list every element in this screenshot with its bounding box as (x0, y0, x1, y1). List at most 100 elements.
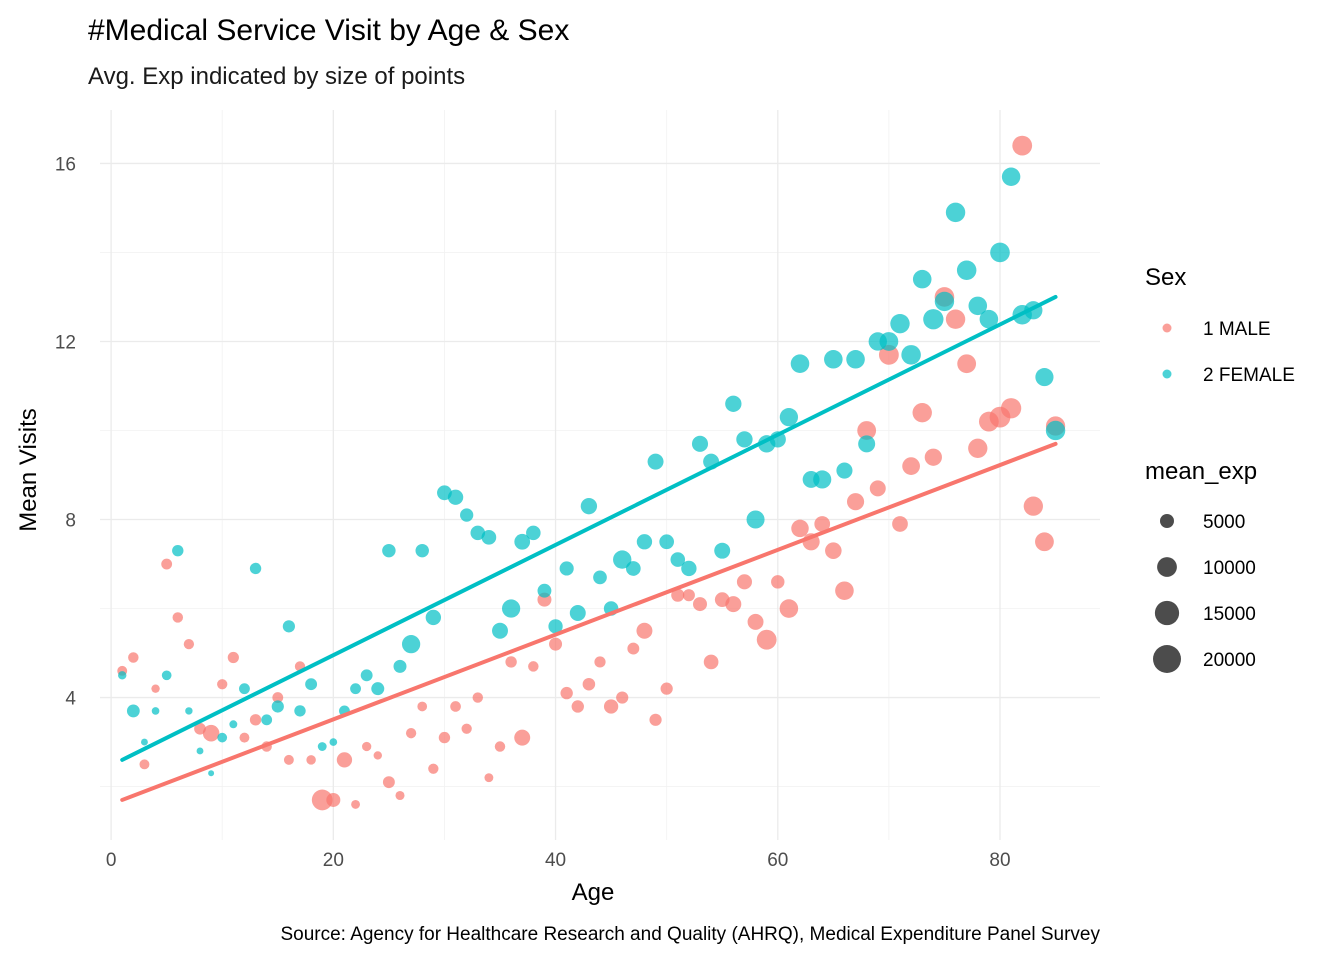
data-point-female (548, 619, 563, 634)
data-point-female (569, 605, 586, 621)
legend-size: mean_exp 5000 10000 15000 20000 (1145, 458, 1257, 673)
data-point-male (139, 759, 150, 770)
data-point-female (481, 529, 497, 545)
legend-size-label: 15000 (1203, 604, 1256, 625)
data-point-female (647, 453, 664, 470)
data-point-female (261, 714, 273, 726)
data-point-male (693, 597, 707, 612)
data-point-male (869, 480, 886, 497)
data-point-male (528, 661, 539, 672)
data-point-male (505, 656, 517, 668)
data-point-female (659, 534, 675, 550)
data-point-male (736, 574, 752, 590)
data-point-female (447, 489, 464, 505)
chart-subtitle: Avg. Exp indicated by size of points (88, 63, 465, 90)
data-point-female (118, 671, 127, 680)
data-point-male (924, 448, 942, 466)
data-point-male (461, 723, 472, 734)
data-point-female (714, 542, 731, 559)
data-point-female (141, 738, 148, 746)
data-point-male (362, 741, 372, 752)
data-point-female (172, 544, 184, 557)
data-point-female (425, 609, 442, 626)
data-point-male (571, 700, 584, 713)
data-point-male (438, 731, 451, 744)
data-point-female (1001, 167, 1021, 187)
data-point-male (771, 575, 785, 589)
data-point-female (271, 700, 284, 713)
data-point-female (636, 534, 653, 550)
data-point-male (725, 596, 742, 613)
data-point-male (183, 639, 195, 650)
data-point-male (603, 699, 619, 714)
y-axis-title: Mean Visits (15, 408, 42, 532)
data-point-male (791, 519, 809, 538)
data-point-male (846, 493, 865, 511)
data-point-female (979, 309, 999, 329)
trend-line-female (120, 294, 1058, 762)
legend-size-key (1160, 514, 1174, 528)
data-point-female (681, 560, 697, 577)
data-point-male (756, 629, 777, 650)
data-point-female (526, 525, 541, 541)
data-point-female (470, 525, 486, 541)
data-point-male (779, 599, 799, 618)
data-point-female (415, 543, 429, 558)
data-point-male (1035, 532, 1054, 552)
data-point-female (746, 510, 765, 529)
data-point-male (968, 438, 988, 458)
data-point-male (514, 729, 531, 746)
data-point-male (747, 613, 764, 630)
data-point-male (151, 684, 160, 693)
x-tick-label: 40 (545, 850, 566, 871)
data-point-male (202, 724, 220, 742)
data-point-female (249, 562, 262, 575)
legend-size-key (1153, 645, 1181, 673)
data-point-male (494, 741, 506, 752)
data-point-male (373, 751, 382, 760)
data-point-female (956, 260, 977, 280)
x-tick-label: 60 (767, 850, 788, 871)
trend-lines (120, 294, 1058, 802)
data-point-female (208, 770, 215, 777)
legend-size-title: mean_exp (1145, 458, 1257, 485)
x-axis-ticks: 0 20 40 60 80 (106, 850, 1011, 871)
data-point-male (912, 402, 932, 423)
data-point-female (879, 332, 899, 351)
data-point-female (625, 561, 641, 576)
data-point-female (691, 435, 709, 452)
data-point-male (194, 722, 206, 735)
data-point-female (559, 561, 574, 576)
data-point-male (395, 790, 405, 801)
data-point-male (283, 754, 294, 765)
data-point-female (282, 620, 295, 633)
data-point-female (501, 599, 521, 618)
data-point-female (990, 242, 1010, 263)
data-point-male (336, 752, 353, 768)
data-point-female (901, 345, 921, 365)
data-point-male (428, 763, 439, 774)
data-point-male (417, 701, 428, 712)
data-point-male (382, 776, 395, 789)
data-point-female (580, 497, 598, 515)
data-point-female (813, 470, 832, 489)
legend-size-key (1157, 557, 1177, 577)
data-point-male (1012, 135, 1033, 156)
data-point-male (1023, 496, 1043, 516)
data-point-male (1000, 398, 1022, 419)
data-point-female (593, 570, 607, 585)
data-point-male (161, 558, 173, 570)
data-point-male (835, 581, 854, 601)
legend-key-male (1162, 323, 1172, 333)
data-point-female (239, 683, 250, 695)
legend-size-key (1154, 600, 1180, 626)
data-point-female (912, 269, 932, 289)
y-tick-label: 16 (55, 154, 76, 175)
data-point-female (736, 431, 753, 448)
data-point-female (329, 738, 338, 746)
data-point-female (725, 395, 742, 412)
data-point-male (128, 652, 139, 663)
data-point-female (968, 296, 988, 316)
data-point-female (934, 291, 955, 312)
